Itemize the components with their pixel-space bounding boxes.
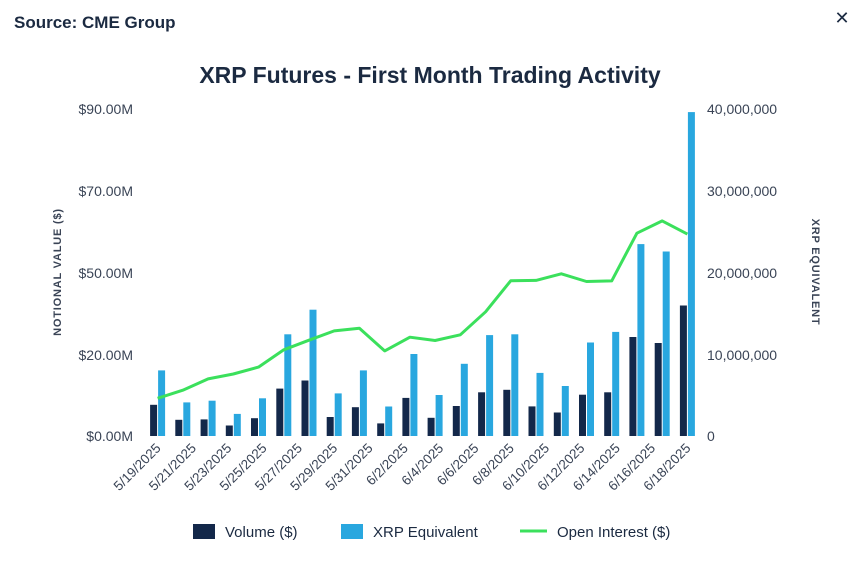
y-right-tick: 0 xyxy=(707,428,715,444)
chart-title: XRP Futures - First Month Trading Activi… xyxy=(199,62,661,88)
xrp-equivalent-bar xyxy=(410,354,418,436)
volume-bar xyxy=(200,419,208,436)
y-right-tick: 40,000,000 xyxy=(707,101,777,117)
source-label: Source: CME Group xyxy=(14,13,176,32)
volume-bar xyxy=(528,406,536,436)
xrp-equivalent-bar xyxy=(561,386,569,436)
xrp-equivalent-bar xyxy=(233,413,241,436)
xrp-equivalent-bar xyxy=(183,402,191,436)
y-left-tick: $50.00M xyxy=(79,265,133,281)
legend-label-xrp-equivalent: XRP Equivalent xyxy=(373,524,479,541)
volume-bar xyxy=(225,425,233,436)
xrp-equivalent-bar xyxy=(158,370,166,436)
volume-bar xyxy=(326,417,334,436)
legend: Volume ($) XRP Equivalent Open Interest … xyxy=(193,524,670,541)
volume-bar xyxy=(452,406,460,436)
volume-bar xyxy=(629,337,637,436)
xrp-equivalent-bar xyxy=(460,363,468,436)
y-right-axis-label: XRP EQUIVALENT xyxy=(809,219,821,326)
volume-bar xyxy=(579,394,586,436)
volume-bar xyxy=(150,404,158,436)
xrp-equivalent-bar xyxy=(284,334,292,436)
xrp-equivalent-bar xyxy=(637,244,645,436)
volume-bar xyxy=(478,392,486,436)
open-interest-line-group xyxy=(157,219,689,400)
volume-bar xyxy=(553,412,561,436)
volume-bar xyxy=(679,305,687,436)
y-right-tick: 30,000,000 xyxy=(707,183,777,199)
volume-bar xyxy=(377,423,385,436)
y-left-axis: $0.00M $20.00M $50.00M $70.00M $90.00M xyxy=(79,101,133,444)
y-right-tick: 10,000,000 xyxy=(707,347,777,363)
xrp-equivalent-bar xyxy=(587,342,594,436)
open-interest-line xyxy=(157,219,689,400)
volume-bar xyxy=(654,343,662,436)
volume-bar xyxy=(604,392,612,436)
xrp-equivalent-bar xyxy=(662,251,670,436)
xrp-equivalent-bar xyxy=(359,370,367,436)
xrp-equivalent-bar xyxy=(309,309,317,436)
xrp-equivalent-bar xyxy=(435,395,443,436)
close-icon[interactable]: ✕ xyxy=(831,8,853,30)
y-left-tick: $0.00M xyxy=(86,428,133,444)
y-left-tick: $70.00M xyxy=(79,183,133,199)
legend-label-open-interest: Open Interest ($) xyxy=(557,524,670,541)
volume-bar xyxy=(175,419,183,436)
volume-bar xyxy=(503,389,511,436)
volume-bar xyxy=(301,380,309,436)
bars-group xyxy=(150,112,695,436)
xrp-equivalent-bar xyxy=(334,393,342,436)
y-left-axis-label: NOTIONAL VALUE ($) xyxy=(52,208,64,336)
xrp-equivalent-bar xyxy=(385,406,393,436)
y-right-tick: 20,000,000 xyxy=(707,265,777,281)
y-right-axis: 0 10,000,000 20,000,000 30,000,000 40,00… xyxy=(707,101,777,444)
xrp-equivalent-bar xyxy=(511,334,519,436)
x-axis: 5/19/20255/21/20255/23/20255/25/20255/27… xyxy=(111,441,694,494)
legend-swatch-xrp-equivalent xyxy=(341,524,363,539)
xrp-equivalent-bar xyxy=(612,331,620,436)
xrp-equivalent-bar xyxy=(687,112,695,436)
y-left-tick: $90.00M xyxy=(79,101,133,117)
volume-bar xyxy=(351,407,359,436)
legend-label-volume: Volume ($) xyxy=(225,524,298,541)
volume-bar xyxy=(427,417,435,436)
volume-bar xyxy=(402,397,410,436)
volume-bar xyxy=(276,388,284,436)
volume-bar xyxy=(251,418,258,436)
y-left-tick: $20.00M xyxy=(79,347,133,363)
xrp-equivalent-bar xyxy=(486,335,494,436)
xrp-equivalent-bar xyxy=(536,372,544,436)
xrp-equivalent-bar xyxy=(208,400,216,436)
xrp-equivalent-bar xyxy=(259,398,266,436)
legend-swatch-volume xyxy=(193,524,215,539)
